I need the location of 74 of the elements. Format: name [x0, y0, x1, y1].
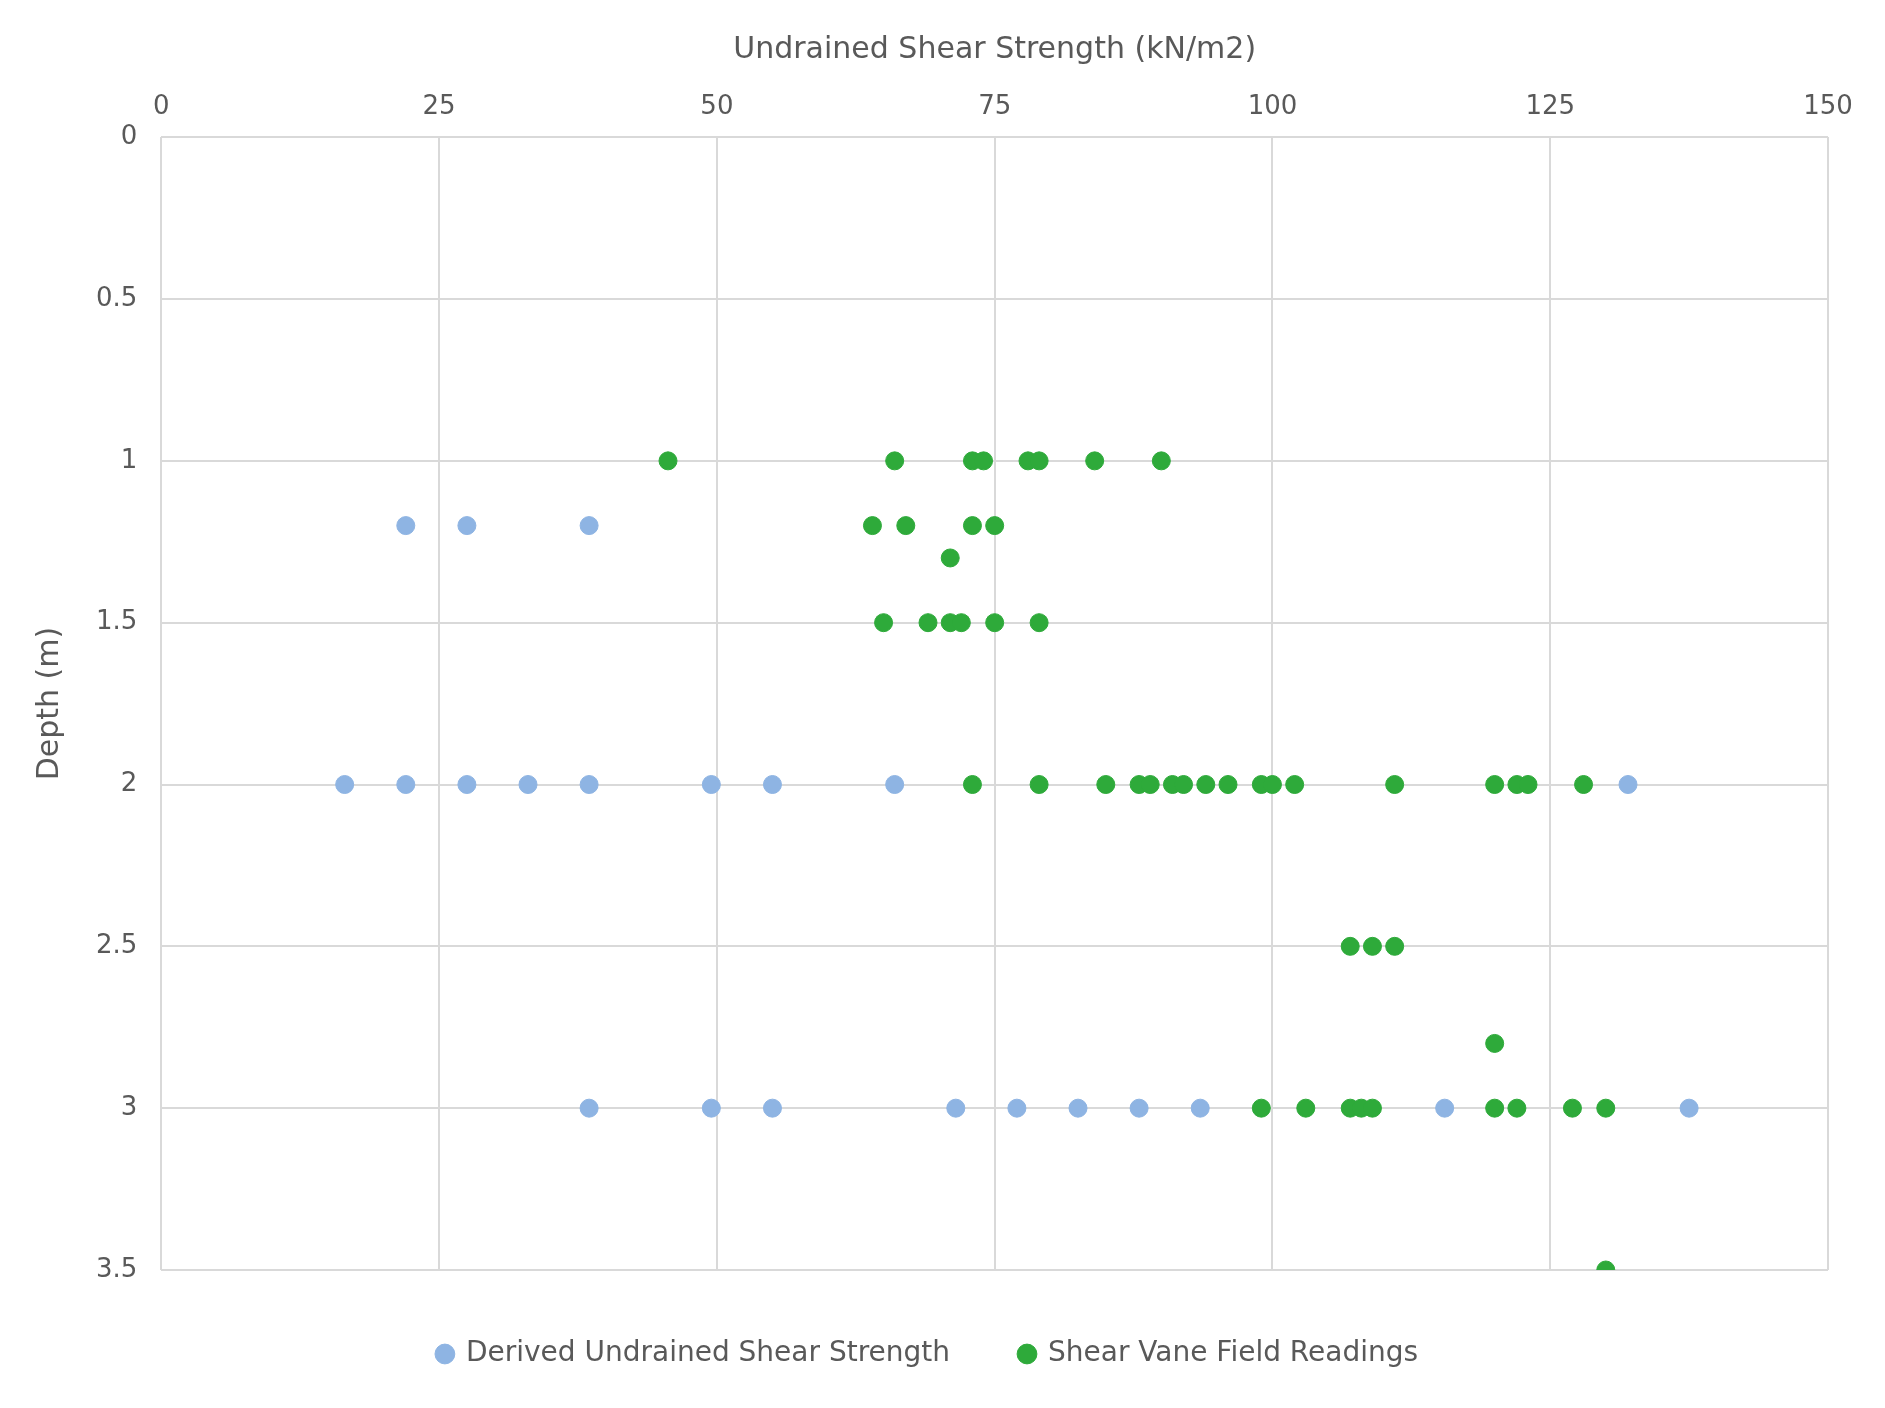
- x-tick-label: 0: [153, 90, 170, 121]
- point: [1218, 775, 1238, 795]
- point: [946, 1098, 966, 1118]
- x-tick-label: 150: [1803, 90, 1853, 121]
- point: [885, 451, 905, 471]
- point: [457, 516, 477, 536]
- point: [896, 516, 916, 536]
- point: [396, 775, 416, 795]
- point: [1562, 1098, 1582, 1118]
- point: [579, 516, 599, 536]
- point: [985, 516, 1005, 536]
- point: [1485, 1033, 1505, 1053]
- point: [1196, 775, 1216, 795]
- point: [1085, 451, 1105, 471]
- point: [1679, 1098, 1699, 1118]
- x-tick-label: 100: [1247, 90, 1298, 121]
- y-tick-label: 1: [120, 443, 138, 474]
- y-tick-label: 0: [120, 119, 138, 150]
- point: [518, 775, 538, 795]
- point: [1251, 1098, 1271, 1118]
- x-tick-label: 75: [978, 90, 1012, 121]
- point: [1485, 1098, 1505, 1118]
- point: [985, 613, 1005, 633]
- point: [1385, 775, 1405, 795]
- point: [1296, 1098, 1316, 1118]
- y-axis-title: Depth (m): [29, 626, 65, 781]
- point: [1574, 775, 1594, 795]
- point: [1340, 936, 1360, 956]
- legend-label: Derived Undrained Shear Strength: [465, 1335, 950, 1369]
- point: [940, 548, 960, 568]
- y-tick-label: 2.5: [95, 929, 138, 960]
- x-tick-label: 125: [1525, 90, 1576, 121]
- point: [1485, 775, 1505, 795]
- point: [658, 451, 678, 471]
- point: [1151, 451, 1171, 471]
- y-tick-label: 3: [120, 1090, 138, 1121]
- point: [885, 775, 905, 795]
- point: [1596, 1098, 1616, 1118]
- x-axis-title: Undrained Shear Strength (kN/m2): [733, 29, 1257, 65]
- point: [1129, 1098, 1149, 1118]
- point: [1007, 1098, 1027, 1118]
- point: [1068, 1098, 1088, 1118]
- y-tick-label: 1.5: [95, 605, 138, 636]
- point: [457, 775, 477, 795]
- point: [579, 775, 599, 795]
- point: [1029, 613, 1049, 633]
- point: [1096, 775, 1116, 795]
- point: [762, 1098, 782, 1118]
- point: [1174, 775, 1194, 795]
- point: [862, 516, 882, 536]
- point: [1507, 1098, 1527, 1118]
- point: [1385, 936, 1405, 956]
- point: [701, 1098, 721, 1118]
- point: [962, 775, 982, 795]
- y-tick-label: 2: [120, 767, 138, 798]
- point: [1618, 775, 1638, 795]
- point: [335, 775, 355, 795]
- point: [701, 775, 721, 795]
- legend-label: Shear Vane Field Readings: [1048, 1335, 1419, 1369]
- y-tick-label: 0.5: [95, 281, 138, 312]
- point: [1362, 936, 1382, 956]
- x-tick-label: 25: [422, 90, 456, 121]
- point: [874, 613, 894, 633]
- point: [1190, 1098, 1210, 1118]
- y-tick-label: 3.5: [95, 1252, 138, 1283]
- point: [579, 1098, 599, 1118]
- point: [1029, 775, 1049, 795]
- point: [762, 775, 782, 795]
- point: [918, 613, 938, 633]
- point: [962, 516, 982, 536]
- point: [396, 516, 416, 536]
- x-tick-label: 50: [700, 90, 734, 121]
- point: [1285, 775, 1305, 795]
- point: [1435, 1098, 1455, 1118]
